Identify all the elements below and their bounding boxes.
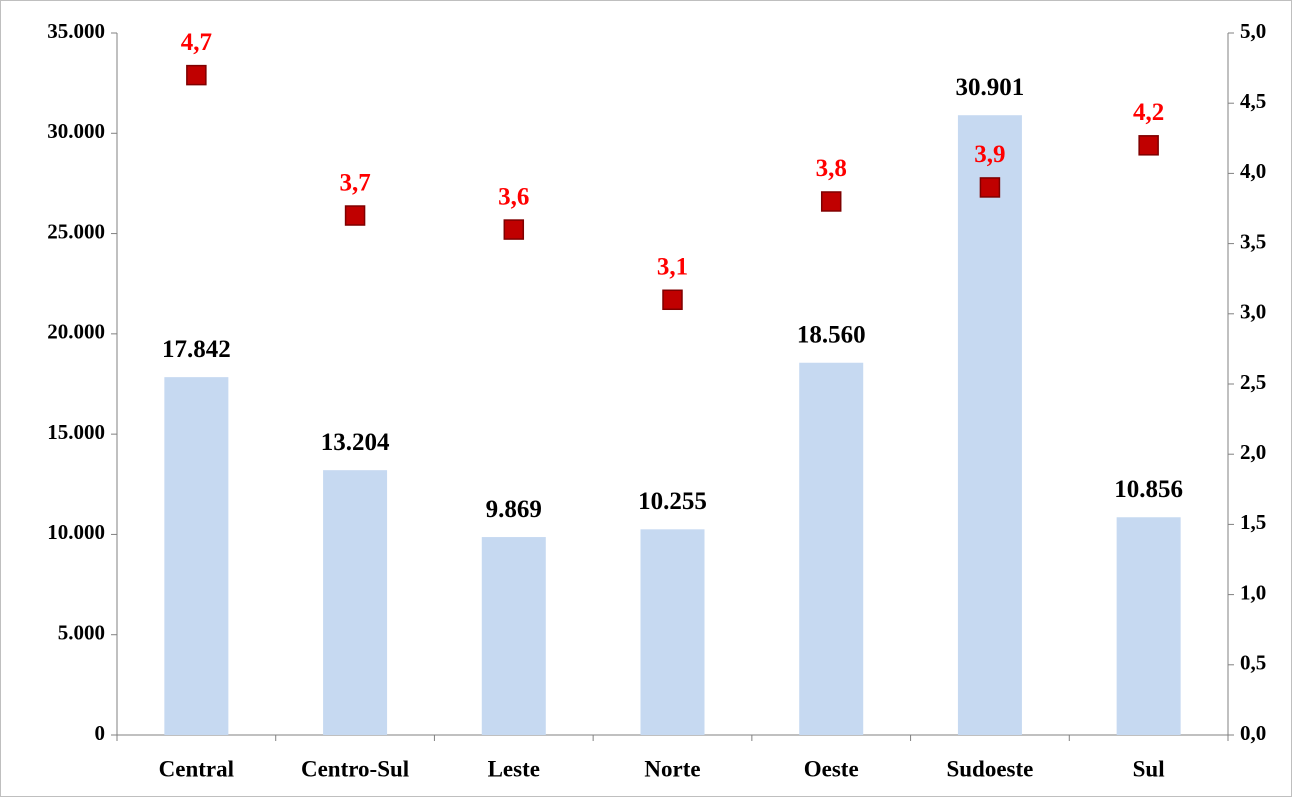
marker	[662, 289, 683, 311]
y2-tick-label: 3,0	[1240, 300, 1266, 324]
marker	[503, 219, 525, 240]
x-tick-label: Norte	[644, 756, 700, 781]
marker-label: 3,9	[974, 141, 1005, 168]
marker	[979, 177, 1001, 198]
y-tick-label: 35.000	[47, 19, 105, 43]
bar	[481, 537, 546, 735]
bar-label: 10.856	[1114, 476, 1183, 503]
y2-tick-label: 3,5	[1240, 229, 1266, 253]
y-tick-label: 15.000	[47, 420, 105, 444]
bar-label: 18.560	[797, 321, 866, 348]
x-tick-label: Central	[159, 756, 234, 781]
y2-tick-label: 5,0	[1240, 19, 1266, 43]
bar-label: 13.204	[321, 429, 390, 456]
marker-label: 3,8	[816, 155, 847, 182]
bar-label: 10.255	[638, 488, 707, 515]
bar-label: 9.869	[486, 496, 542, 523]
x-tick-label: Sul	[1133, 756, 1165, 781]
marker	[820, 191, 842, 212]
bar-label: 17.842	[162, 336, 231, 363]
y-tick-label: 5.000	[58, 621, 105, 645]
marker-label: 4,7	[181, 29, 212, 56]
marker-label: 4,2	[1133, 99, 1164, 126]
marker	[344, 205, 366, 226]
y-tick-label: 10.000	[47, 520, 105, 544]
x-tick-label: Oeste	[804, 756, 859, 781]
marker-label: 3,1	[657, 253, 688, 280]
y2-tick-label: 1,0	[1240, 580, 1266, 604]
marker	[1138, 135, 1159, 156]
marker-label: 3,6	[498, 183, 529, 210]
marker	[186, 64, 207, 86]
y2-tick-label: 0,0	[1240, 721, 1266, 745]
x-tick-label: Centro-Sul	[301, 756, 409, 781]
bar	[323, 470, 388, 735]
y2-tick-label: 0,5	[1240, 651, 1266, 675]
bar	[1116, 517, 1181, 735]
y2-tick-label: 1,5	[1240, 510, 1266, 534]
bar	[799, 362, 864, 735]
y2-tick-label: 4,5	[1240, 89, 1266, 113]
y2-tick-label: 2,0	[1240, 440, 1266, 464]
bar	[640, 529, 705, 735]
marker-label: 3,7	[339, 169, 370, 196]
y-tick-label: 25.000	[47, 219, 105, 243]
x-tick-label: Leste	[488, 756, 540, 781]
bar	[164, 377, 229, 735]
y-tick-label: 30.000	[47, 119, 105, 143]
y-tick-label: 0	[95, 721, 106, 745]
bar-label: 30.901	[956, 74, 1025, 101]
y2-tick-label: 2,5	[1240, 370, 1266, 394]
y2-tick-label: 4,0	[1240, 159, 1266, 183]
x-tick-label: Sudoeste	[946, 756, 1033, 781]
bar	[957, 115, 1022, 735]
y-tick-label: 20.000	[47, 320, 105, 344]
